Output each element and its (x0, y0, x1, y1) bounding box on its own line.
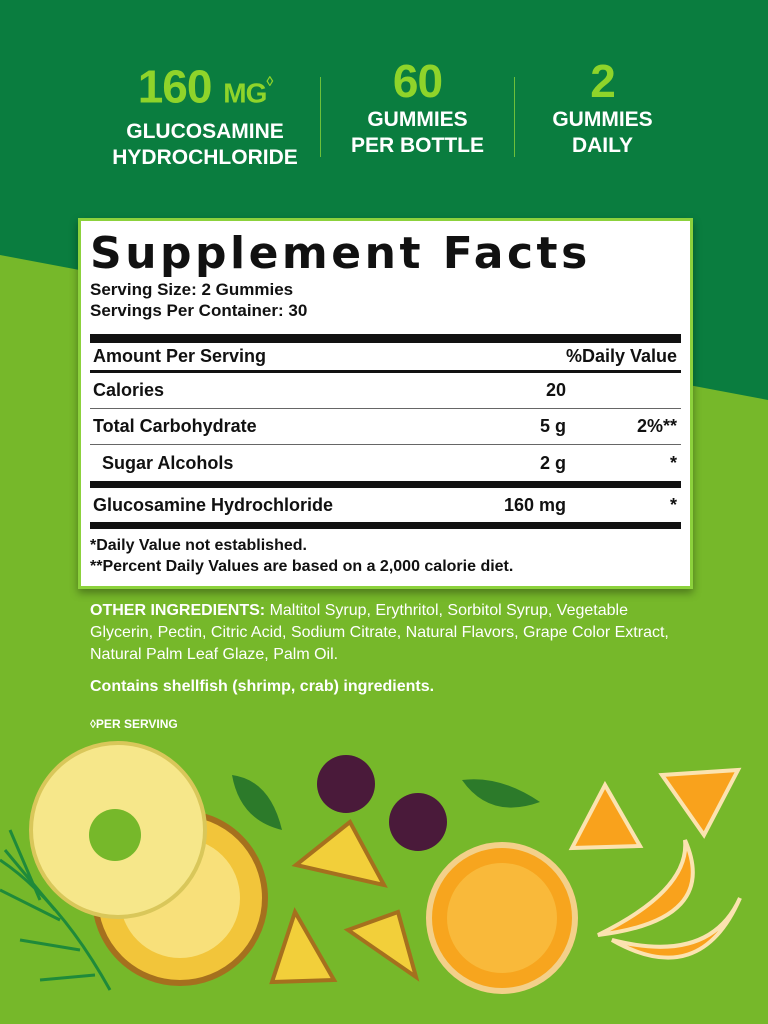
stat-label: GUMMIES (367, 108, 468, 131)
table-row: Sugar Alcohols 2 g * (90, 445, 681, 481)
divider (514, 77, 515, 157)
stat-label: GLUCOSAMINE (126, 120, 284, 144)
stat-label: GUMMIES (552, 108, 653, 131)
pineapple-chunk-icon (269, 907, 338, 985)
divider (320, 77, 321, 157)
row-dv: 2%** (636, 416, 677, 436)
facts-header-row: Amount Per Serving %Daily Value (90, 343, 681, 373)
row-dv: * (669, 494, 677, 515)
palm-leaf-icon (0, 829, 112, 991)
footnote: *Daily Value not established. (90, 537, 307, 554)
gummy-icon (389, 793, 447, 851)
row-dv: * (669, 452, 677, 473)
serving-size: Serving Size: 2 Gummies (90, 280, 294, 299)
pineapple-ring-icon (29, 741, 207, 919)
stat-daily: 2 GUMMIES DAILY (530, 55, 675, 159)
pineapple-chunk-icon (343, 909, 420, 982)
orange-slice-icon (426, 842, 578, 994)
stat-number: 2 (590, 55, 616, 107)
leaf-icon (232, 775, 282, 830)
other-ingredients: OTHER INGREDIENTS: Maltitol Syrup, Eryth… (90, 600, 690, 666)
stat-count: 60 GUMMIES PER BOTTLE (340, 55, 495, 159)
per-serving-note: ◊PER SERVING (90, 717, 178, 731)
pineapple-chunk-icon (291, 818, 388, 888)
orange-wedge-icon (658, 767, 742, 839)
row-amount: 5 g (539, 416, 566, 436)
orange-wedge-icon (568, 780, 644, 851)
header-amount: Amount Per Serving (93, 346, 267, 366)
row-amount: 20 (545, 380, 566, 400)
row-name: Glucosamine Hydrochloride (93, 494, 334, 515)
stat-unit: MG (223, 77, 267, 109)
thick-rule (90, 522, 681, 529)
orange-wedge-icon (597, 839, 695, 937)
allergen-statement: Contains shellfish (shrimp, crab) ingred… (90, 678, 435, 695)
table-row: Glucosamine Hydrochloride 160 mg * (90, 488, 681, 522)
supplement-facts-panel: Supplement Facts Serving Size: 2 Gummies… (78, 218, 693, 589)
thick-rule (90, 481, 681, 488)
stat-number: 160 (137, 60, 213, 113)
stat-label: DAILY (571, 134, 634, 157)
row-name: Sugar Alcohols (102, 452, 234, 473)
stat-dose: 160 MG◊ GLUCOSAMINE HYDROCHLORIDE (110, 55, 300, 171)
stats-banner: 160 MG◊ GLUCOSAMINE HYDROCHLORIDE 60 GUM… (0, 55, 768, 169)
footnote: **Percent Daily Values are based on a 2,… (90, 558, 514, 575)
leaf-icon (462, 779, 540, 808)
ingredients-label: OTHER INGREDIENTS: (90, 602, 266, 619)
row-amount: 2 g (539, 452, 566, 473)
row-name: Calories (93, 380, 165, 400)
fruit-illustration (0, 741, 742, 994)
footnotes: *Daily Value not established. **Percent … (90, 535, 681, 577)
gummy-icon (317, 755, 375, 813)
thick-rule (90, 334, 681, 343)
servings-per-container: Servings Per Container: 30 (90, 301, 308, 320)
row-amount: 160 mg (503, 494, 566, 515)
table-row: Calories 20 (90, 373, 681, 409)
stat-label: PER BOTTLE (350, 134, 484, 157)
stat-number: 60 (392, 55, 443, 107)
ingredients-text: Maltitol Syrup, Erythritol, Sorbitol Syr… (90, 602, 669, 663)
header-dv: %Daily Value (565, 346, 677, 366)
facts-title: Supplement Facts (90, 228, 591, 279)
orange-wedge-icon (611, 897, 742, 960)
table-row: Total Carbohydrate 5 g 2%** (90, 409, 681, 445)
stat-label: HYDROCHLORIDE (112, 146, 298, 170)
row-name: Total Carbohydrate (93, 416, 257, 436)
diamond-mark: ◊ (266, 73, 273, 89)
